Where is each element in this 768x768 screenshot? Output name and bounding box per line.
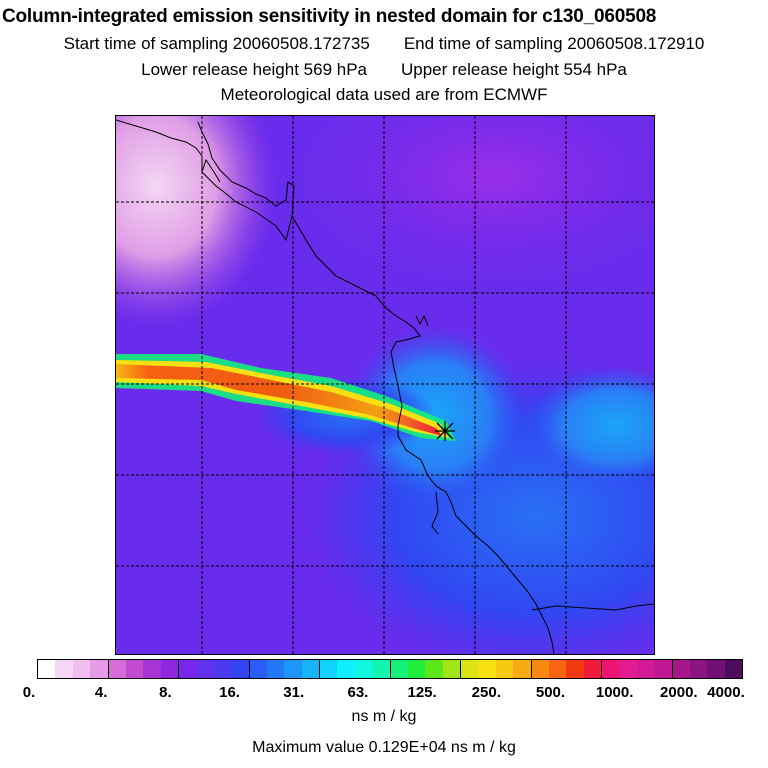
- release-point-marker: [435, 421, 455, 441]
- colorbar-units: ns m / kg: [351, 708, 417, 725]
- coastline: [116, 119, 654, 654]
- colorbar-cell: [390, 660, 408, 678]
- colorbar-cell: [196, 660, 214, 678]
- colorbar-tick-label: 1000.: [595, 684, 634, 701]
- field-cyan-east: [526, 366, 654, 486]
- colorbar-cell: [72, 660, 91, 678]
- colorbar-tick-label: 16.: [219, 684, 240, 701]
- end-time-label: End time of sampling 20060508.172910: [403, 34, 705, 53]
- field-purple-region: [296, 116, 654, 286]
- colorbar-cell: [320, 660, 338, 678]
- met-data-label: Meteorological data used are from ECMWF: [220, 85, 548, 104]
- colorbar-tick-label: 31.: [283, 684, 305, 701]
- colorbar-cell: [55, 660, 73, 678]
- colorbar-cell: [301, 660, 320, 678]
- colorbar-cell: [125, 660, 144, 678]
- colorbar-cell: [531, 660, 549, 678]
- colorbar-cell: [179, 660, 197, 678]
- colorbar-cell: [372, 660, 391, 678]
- colorbar-cell: [354, 660, 373, 678]
- colorbar-cell: [602, 660, 620, 678]
- start-time-label: Start time of sampling 20060508.172735: [63, 34, 370, 53]
- colorbar-tick-label: 63.: [347, 684, 369, 701]
- colorbar-cell: [583, 660, 602, 678]
- colorbar-tick-label: 250.: [471, 684, 501, 701]
- colorbar-cell: [284, 660, 302, 678]
- field-light-region: [116, 116, 276, 326]
- colorbar-cell: [231, 660, 250, 678]
- colorbar-cell: [143, 660, 161, 678]
- colorbar-cell: [442, 660, 461, 678]
- max-value-label: Maximum value 0.129E+04 ns m / kg: [252, 739, 516, 756]
- colorbar-cell: [266, 660, 285, 678]
- colorbar-cell: [566, 660, 584, 678]
- colorbar-cell: [160, 660, 179, 678]
- colorbar: [37, 659, 743, 679]
- colorbar-tick-label: 0.: [22, 684, 36, 701]
- colorbar-cell: [425, 660, 443, 678]
- sensitivity-map: [115, 115, 655, 655]
- upper-release-label: Upper release height 554 hPa: [401, 60, 627, 79]
- colorbar-cell: [478, 660, 496, 678]
- colorbar-cell: [213, 660, 232, 678]
- colorbar-cell: [672, 660, 690, 678]
- plume-core: [116, 364, 442, 436]
- colorbar-cell: [108, 660, 126, 678]
- colorbar-cell: [249, 660, 267, 678]
- colorbar-cell: [654, 660, 673, 678]
- colorbar-cell: [548, 660, 567, 678]
- colorbar-cell: [495, 660, 514, 678]
- map-canvas: [116, 116, 654, 654]
- colorbar-tick-label: 4000.: [707, 684, 745, 701]
- lower-release-label: Lower release height 569 hPa: [141, 60, 367, 79]
- colorbar-tick-label: 4.: [94, 684, 108, 701]
- colorbar-cell: [461, 660, 479, 678]
- colorbar-tick-label: 125.: [407, 684, 437, 701]
- chart-title: Column-integrated emission sensitivity i…: [2, 6, 657, 27]
- colorbar-cell: [724, 660, 742, 678]
- colorbar-cell: [38, 660, 56, 678]
- colorbar-tick-label: 8.: [159, 684, 172, 701]
- colorbar-tick-label: 500.: [535, 684, 566, 701]
- colorbar-cell: [636, 660, 655, 678]
- colorbar-cell: [689, 660, 708, 678]
- colorbar-cell: [707, 660, 725, 678]
- colorbar-cell: [513, 660, 532, 678]
- colorbar-tick-label: 2000.: [660, 684, 698, 701]
- colorbar-cell: [90, 660, 109, 678]
- colorbar-cell: [619, 660, 637, 678]
- colorbar-cell: [337, 660, 355, 678]
- release-heights: Lower release height 569 hPa Upper releas…: [0, 60, 768, 80]
- sampling-times: Start time of sampling 20060508.172735 En…: [0, 34, 768, 54]
- colorbar-ticks: 0. 4. 8. 16. 31. 63. 125. 250. 500. 1000. 2000. 400…: [0, 684, 768, 704]
- colorbar-cell: [407, 660, 426, 678]
